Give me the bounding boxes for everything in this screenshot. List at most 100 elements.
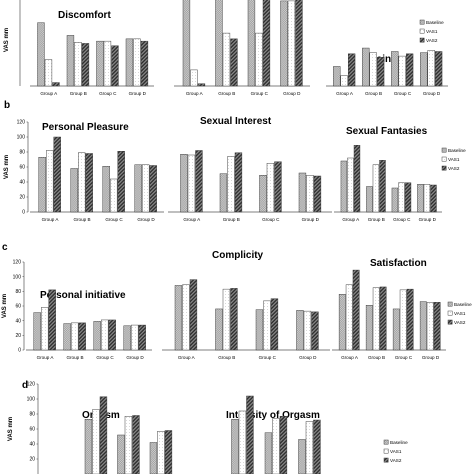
legend: Baseline VAS1 VAS2 <box>441 147 466 171</box>
y-tick-label: 100 <box>13 274 22 280</box>
x-tick-label: Group D <box>423 91 441 96</box>
bar <box>180 154 188 213</box>
x-tick-label: Group B <box>218 91 235 96</box>
bar <box>85 153 93 213</box>
legend-swatch <box>447 319 453 325</box>
panel-letter: d <box>22 380 28 391</box>
bar <box>37 22 45 87</box>
bar <box>149 165 157 213</box>
legend-label: VAS2 <box>426 38 438 43</box>
x-tick-label: Group A <box>342 217 360 222</box>
bar <box>99 396 108 474</box>
legend-label: Baseline <box>426 20 444 25</box>
bar <box>102 166 110 213</box>
bar <box>103 40 112 87</box>
bar <box>379 286 387 351</box>
x-tick-label: Group D <box>126 355 144 360</box>
bar <box>259 175 267 213</box>
bar <box>264 432 273 474</box>
legend-label: VAS1 <box>426 29 438 34</box>
y-axis-label: VAS mm <box>8 417 14 441</box>
y-tick-label: 60 <box>29 427 35 433</box>
bar <box>340 160 348 213</box>
bar <box>362 47 370 87</box>
legend-swatch <box>419 28 425 34</box>
bar <box>123 325 131 351</box>
x-tick-label: Group B <box>66 355 83 360</box>
y-axis-label: VAS mm <box>2 294 8 318</box>
legend-label: VAS2 <box>390 458 402 463</box>
legend-label: Baseline <box>454 302 472 307</box>
y-tick-label: 100 <box>27 397 36 403</box>
bar <box>81 43 90 87</box>
bar <box>190 69 198 87</box>
legend-swatch <box>447 301 453 307</box>
y-tick-label: 60 <box>19 165 25 171</box>
bar <box>74 42 82 87</box>
bar <box>305 421 314 474</box>
x-tick-label: Group D <box>137 217 155 222</box>
group-title: Discomfort <box>58 10 111 21</box>
bar <box>347 157 354 213</box>
bar-group-personal-initiative: Personal initiative Group A Group B Group C… <box>26 289 152 360</box>
legend-swatch <box>441 165 447 171</box>
x-tick-label: Group B <box>365 91 382 96</box>
y-tick-label: 80 <box>19 150 25 156</box>
bar <box>365 305 373 351</box>
bar <box>182 284 190 351</box>
bar <box>124 416 133 474</box>
bar <box>417 184 424 213</box>
bar <box>303 310 312 351</box>
bar <box>313 419 321 474</box>
x-tick-label: Group B <box>73 217 90 222</box>
y-tick-label: 120 <box>17 120 26 126</box>
bar <box>392 308 400 351</box>
bar <box>433 302 441 351</box>
y-tick-label: 0 <box>18 348 21 354</box>
legend-swatch <box>447 310 453 316</box>
bar <box>71 322 79 351</box>
chart-panel-c: c VAS mm 0 20 40 60 80 100 120 Personal initiativ… <box>2 242 472 360</box>
bar <box>53 136 61 213</box>
bar <box>48 289 56 351</box>
bar <box>270 298 279 351</box>
group-title: Personal initiative <box>40 290 126 301</box>
bar <box>222 288 231 351</box>
bar <box>296 310 304 351</box>
bar <box>405 53 414 87</box>
bar <box>247 0 256 87</box>
bar <box>347 53 356 87</box>
x-tick-label: Group C <box>262 217 280 222</box>
bar <box>427 50 435 87</box>
bar <box>149 442 158 474</box>
bar <box>125 38 134 87</box>
bar <box>117 434 125 474</box>
bar <box>391 51 399 87</box>
y-tick-label: 80 <box>29 412 35 418</box>
x-tick-label: Group A <box>37 355 55 360</box>
bar <box>338 294 346 351</box>
y-tick-label: 40 <box>19 180 25 186</box>
bar <box>44 59 53 87</box>
bar <box>222 32 231 87</box>
x-tick-label: Group B <box>223 217 240 222</box>
bar <box>398 55 406 87</box>
group-title: Sexual Fantasies <box>346 126 428 137</box>
x-tick-label: Group B <box>368 217 385 222</box>
bar <box>46 150 54 213</box>
bar <box>84 419 93 474</box>
bar <box>108 319 116 351</box>
bar <box>352 269 360 351</box>
chart-panel-b: b VAS mm 0 20 40 60 80 100 120 Personal Pleasure G… <box>4 100 466 222</box>
group-title: Intensity of Orgasm <box>226 410 320 421</box>
x-tick-label: Group C <box>393 217 411 222</box>
y-tick-label: 40 <box>29 442 35 448</box>
x-tick-label: Group C <box>259 355 277 360</box>
bar <box>372 287 380 351</box>
y-axis-label: VAS mm <box>4 155 10 179</box>
legend-swatch <box>419 37 425 43</box>
bar <box>111 45 119 87</box>
bar-group-discomfort: Discomfort Group A Group B Group C Group D <box>30 10 154 96</box>
